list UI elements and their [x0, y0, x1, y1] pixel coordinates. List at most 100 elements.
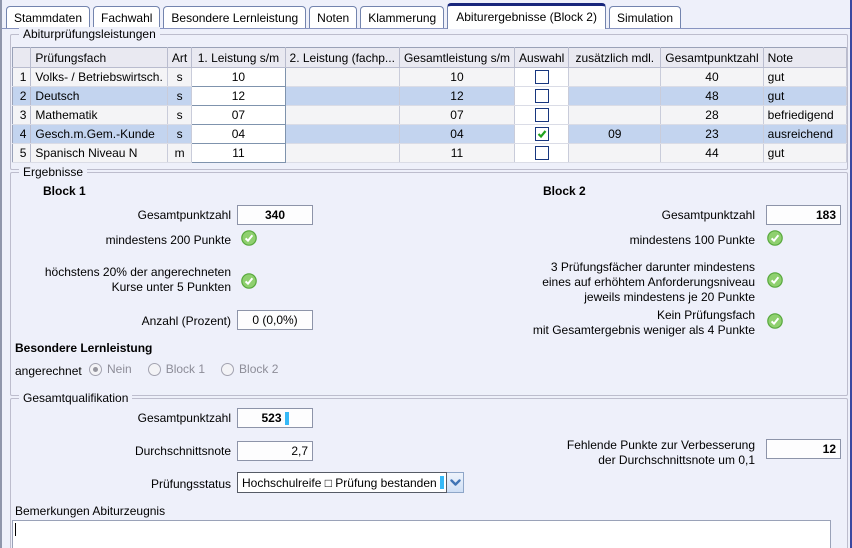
success-check-icon: [767, 230, 783, 246]
auswahl-cell: [514, 105, 570, 125]
durchschnittsnote-label: Durchschnittsnote: [134, 444, 231, 458]
block1-max20-label: höchstens 20% der angerechneten Kurse un…: [44, 265, 231, 294]
radio-label: Nein: [107, 362, 132, 376]
auswahl-checkbox[interactable]: [534, 89, 549, 104]
radio-icon[interactable]: [221, 362, 235, 376]
note-cell: gut: [763, 86, 848, 106]
gesamtpunktzahl-cell: 40: [660, 67, 764, 87]
leistung2-cell: [285, 105, 400, 125]
block1-points-label: Gesamtpunktzahl: [137, 208, 231, 222]
leistung1-input-cell[interactable]: 04: [191, 124, 286, 144]
column-header-4: 2. Leistung (fachp...: [285, 47, 400, 68]
chevron-down-icon[interactable]: [447, 472, 464, 493]
tab-stammdaten[interactable]: Stammdaten: [6, 6, 91, 28]
text-cursor: [440, 476, 444, 489]
bemerkungen-textarea[interactable]: [12, 520, 831, 548]
art-cell: s: [167, 124, 193, 144]
row-number-cell: 1: [12, 67, 32, 87]
success-check-icon: [241, 230, 257, 246]
auswahl-cell: [514, 86, 570, 106]
zusaetzlich-mdl-cell: 09: [568, 124, 662, 144]
auswahl-checkbox[interactable]: [534, 146, 549, 161]
row-number-cell: 5: [12, 143, 32, 163]
row-number-cell: 2: [12, 86, 32, 106]
group-ergebnisse: Ergebnisse Block 1 Gesamtpunktzahl 340 m…: [10, 165, 848, 396]
column-header-7: zusätzlich mdl.: [568, 47, 662, 68]
row-number-cell: 3: [12, 105, 32, 125]
leistung2-cell: [285, 124, 400, 144]
zusaetzlich-mdl-cell: [568, 105, 662, 125]
angerechnet-radio-group: Nein Block 1 Block 2: [89, 362, 294, 376]
success-check-icon: [767, 313, 783, 329]
art-cell: s: [167, 86, 193, 106]
pruefungsstatus-combobox[interactable]: Hochschulreife □ Prüfung bestanden: [237, 472, 464, 493]
leistung1-input-cell[interactable]: 12: [191, 86, 286, 106]
column-header-1: Prüfungsfach: [30, 47, 168, 68]
leistung1-input-cell[interactable]: 11: [191, 143, 286, 163]
art-cell: s: [167, 105, 193, 125]
note-cell: ausreichend: [763, 124, 848, 144]
group-label: Gesamtqualifikation: [19, 391, 133, 405]
group-gesamtqualifikation: Gesamtqualifikation Gesamtpunktzahl 523 …: [10, 391, 848, 548]
auswahl-cell: [514, 67, 570, 87]
auswahl-checkbox[interactable]: [534, 70, 549, 85]
tab-simulation[interactable]: Simulation: [608, 6, 681, 28]
auswahl-cell: [514, 143, 570, 163]
block1-anzahl-label: Anzahl (Prozent): [141, 314, 231, 328]
gesamtleistung-cell: 07: [399, 105, 515, 125]
pruefungsstatus-field[interactable]: Hochschulreife □ Prüfung bestanden: [237, 472, 447, 493]
tab-besondere-lernleistung[interactable]: Besondere Lernleistung: [163, 6, 307, 28]
column-header-2: Art: [167, 47, 193, 68]
leistung2-cell: [285, 67, 400, 87]
column-header-0: [12, 47, 32, 68]
fehlende-punkte-value: 12: [766, 439, 841, 459]
exam-results-table: Prüfungsfach Art 1. Leistung s/m 2. Leistun…: [12, 47, 848, 163]
tab-noten[interactable]: Noten: [309, 6, 358, 28]
note-cell: gut: [763, 67, 848, 87]
column-header-5: Gesamtleistung s/m: [399, 47, 515, 68]
auswahl-checkbox-checked[interactable]: [534, 127, 549, 142]
gesamtleistung-cell: 04: [399, 124, 515, 144]
leistung1-input-cell[interactable]: 10: [191, 67, 286, 87]
leistung2-cell: [285, 143, 400, 163]
block1-title: Block 1: [43, 184, 86, 198]
besondere-lernleistung-title: Besondere Lernleistung: [15, 341, 153, 355]
gesamtpunktzahl-cell: 48: [660, 86, 764, 106]
gesamtpunktzahl-label: Gesamtpunktzahl: [137, 411, 231, 425]
radio-option-block-1[interactable]: Block 1: [147, 362, 206, 376]
column-header-9: Note: [763, 47, 848, 68]
radio-icon-selected[interactable]: [89, 362, 102, 376]
radio-option-nein[interactable]: Nein: [89, 362, 132, 376]
table-row: 4 Gesch.m.Gem.-Kunde s 04 04 09 23 ausreichend: [12, 124, 848, 144]
leistung2-cell: [285, 86, 400, 106]
radio-icon[interactable]: [147, 362, 161, 376]
gesamtleistung-cell: 10: [399, 67, 515, 87]
block2-points-label: Gesamtpunktzahl: [661, 208, 755, 222]
zusaetzlich-mdl-cell: [568, 86, 662, 106]
tab-klammerung[interactable]: Klammerung: [360, 6, 445, 28]
block1-anzahl-value: 0 (0,0%): [237, 310, 313, 330]
tab-fachwahl[interactable]: Fachwahl: [93, 6, 161, 28]
gesamtpunktzahl-cell: 44: [660, 143, 764, 163]
gesamtpunktzahl-cell: 28: [660, 105, 764, 125]
radio-label: Block 1: [165, 362, 206, 376]
angerechnet-label: angerechnet: [15, 364, 82, 378]
note-cell: gut: [763, 143, 848, 163]
zusaetzlich-mdl-cell: [568, 67, 662, 87]
subject-cell: Volks- / Betriebswirtsch.: [30, 67, 168, 87]
success-check-icon: [767, 272, 783, 288]
gesamtpunktzahl-field[interactable]: 523: [237, 408, 313, 428]
leistung1-input-cell[interactable]: 07: [191, 105, 286, 125]
radio-label: Block 2: [239, 362, 279, 376]
success-check-icon: [241, 273, 257, 289]
radio-option-block-2[interactable]: Block 2: [221, 362, 278, 376]
subject-cell: Deutsch: [30, 86, 168, 106]
row-number-cell: 4: [12, 124, 32, 144]
tab-abiturergebnisse-block-2[interactable]: Abiturergebnisse (Block 2): [447, 3, 606, 29]
auswahl-checkbox[interactable]: [534, 108, 549, 123]
subject-cell: Mathematik: [30, 105, 168, 125]
pruefungsstatus-value: Hochschulreife □ Prüfung bestanden: [242, 475, 437, 490]
block1-points-value: 340: [237, 205, 313, 225]
zusaetzlich-mdl-cell: [568, 143, 662, 163]
